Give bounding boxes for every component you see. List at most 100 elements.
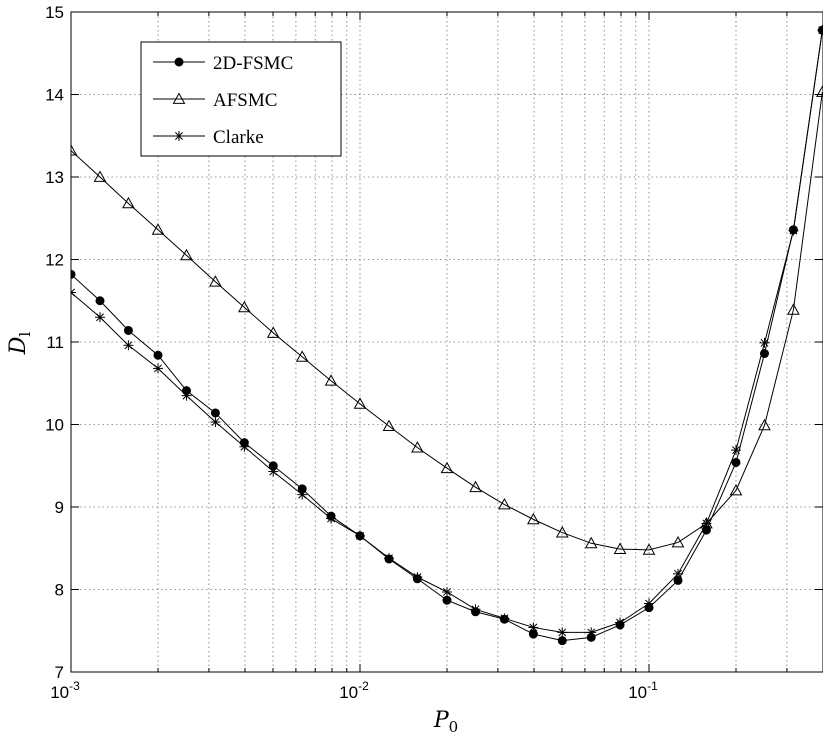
data-point-clarke	[181, 390, 192, 401]
data-point-afsmc	[498, 497, 511, 510]
data-point-2d-fsmc	[557, 636, 567, 646]
y-axis-label: Dl	[6, 332, 34, 356]
data-point-afsmc	[527, 512, 540, 525]
data-point-afsmc	[584, 536, 598, 549]
data-point-clarke	[817, 25, 823, 36]
axis-ticks	[70, 11, 823, 673]
x-tick-label-base: 10	[628, 683, 647, 702]
data-point-clarke	[470, 604, 481, 615]
data-point-afsmc	[180, 248, 193, 261]
data-point-afsmc	[71, 144, 78, 156]
data-point-afsmc	[816, 85, 823, 97]
y-tick-label: 12	[45, 251, 64, 270]
x-tick-label-base: 10	[339, 683, 358, 702]
x-tick-label-exponent: -3	[69, 679, 80, 693]
data-point-clarke	[731, 445, 742, 456]
data-point-afsmc	[729, 483, 743, 496]
data-point-clarke	[615, 617, 626, 628]
x-axis-label-sub: 0	[449, 718, 459, 736]
data-point-clarke	[152, 363, 163, 374]
series-2d-fsmc	[71, 25, 823, 646]
data-point-clarke	[759, 337, 770, 348]
data-point-afsmc	[613, 542, 627, 554]
legend-entry-afsmc: AFSMC	[153, 90, 277, 111]
y-tick-label: 8	[55, 581, 64, 600]
data-point-clarke	[71, 287, 76, 298]
data-point-afsmc	[787, 303, 800, 315]
data-point-afsmc	[122, 196, 135, 209]
legend-marker-afsmc	[172, 92, 186, 104]
x-axis-label: P0	[433, 708, 458, 736]
data-point-afsmc	[209, 275, 222, 287]
data-point-clarke	[297, 489, 308, 500]
data-point-clarke	[528, 622, 539, 633]
legend-label-2d-fsmc: 2D-FSMC	[213, 53, 293, 74]
data-point-clarke	[326, 513, 337, 524]
data-point-2d-fsmc	[210, 408, 220, 418]
data-point-clarke	[268, 466, 279, 477]
x-axis-label-main: P	[433, 708, 450, 733]
data-point-afsmc	[758, 418, 771, 431]
legend-label-afsmc: AFSMC	[213, 90, 277, 111]
data-point-afsmc	[151, 223, 165, 235]
data-point-clarke	[673, 568, 684, 579]
data-point-clarke	[384, 553, 395, 564]
data-point-clarke	[788, 225, 799, 236]
x-tick-label-base: 10	[50, 683, 69, 702]
data-point-2d-fsmc	[442, 595, 452, 605]
data-point-afsmc	[469, 480, 482, 493]
series-clarke	[71, 25, 823, 638]
legend: 2D-FSMC AFSMC Clarke	[140, 41, 342, 157]
legend-entry-clarke: Clarke	[153, 127, 264, 148]
x-tick-label-exponent: -1	[647, 679, 658, 693]
series-layer	[71, 25, 823, 646]
data-point-afsmc	[382, 419, 396, 432]
y-tick-label: 9	[55, 498, 64, 517]
data-point-afsmc	[266, 326, 280, 338]
data-point-clarke	[701, 518, 712, 529]
data-point-clarke	[412, 572, 423, 583]
legend-marker-clarke	[174, 131, 184, 141]
data-point-clarke	[557, 627, 568, 638]
y-tick-label: 10	[45, 416, 64, 435]
data-point-afsmc	[440, 461, 454, 474]
data-point-2d-fsmc	[95, 296, 105, 306]
series-afsmc	[71, 85, 823, 555]
data-point-clarke	[586, 627, 597, 638]
data-point-afsmc	[642, 543, 656, 555]
series-line-afsmc	[71, 91, 823, 551]
y-tick-label: 14	[45, 86, 64, 105]
legend-entries: 2D-FSMC AFSMC Clarke	[153, 53, 293, 148]
data-point-clarke	[499, 613, 510, 624]
data-point-clarke	[210, 417, 221, 428]
y-tick-label: 11	[46, 333, 64, 352]
data-point-afsmc	[238, 300, 251, 313]
x-tick-label: 10-1	[628, 679, 658, 702]
data-point-afsmc	[411, 441, 424, 453]
data-point-clarke	[95, 312, 106, 323]
y-axis-label-sub: l	[16, 332, 34, 337]
y-tick-label: 15	[45, 3, 64, 22]
x-tick-label: 10-3	[50, 679, 80, 702]
data-point-afsmc	[555, 526, 569, 538]
data-point-clarke	[442, 586, 452, 597]
data-point-afsmc	[93, 170, 107, 182]
x-tick-label: 10-2	[339, 679, 369, 702]
data-point-afsmc	[324, 374, 338, 386]
y-axis-label-main: D	[6, 336, 31, 355]
data-point-clarke	[644, 598, 655, 609]
data-point-clarke	[123, 340, 134, 351]
data-point-2d-fsmc	[153, 350, 163, 360]
data-point-clarke	[355, 530, 366, 541]
x-tick-label-exponent: -2	[358, 679, 369, 693]
data-point-afsmc	[671, 535, 685, 548]
data-point-clarke	[239, 441, 250, 452]
legend-label-clarke: Clarke	[213, 127, 264, 148]
data-point-afsmc	[353, 397, 367, 409]
y-tick-label: 13	[45, 168, 64, 187]
data-point-2d-fsmc	[71, 269, 76, 279]
data-point-2d-fsmc	[123, 325, 133, 335]
legend-marker-2d-fsmc	[174, 57, 184, 67]
